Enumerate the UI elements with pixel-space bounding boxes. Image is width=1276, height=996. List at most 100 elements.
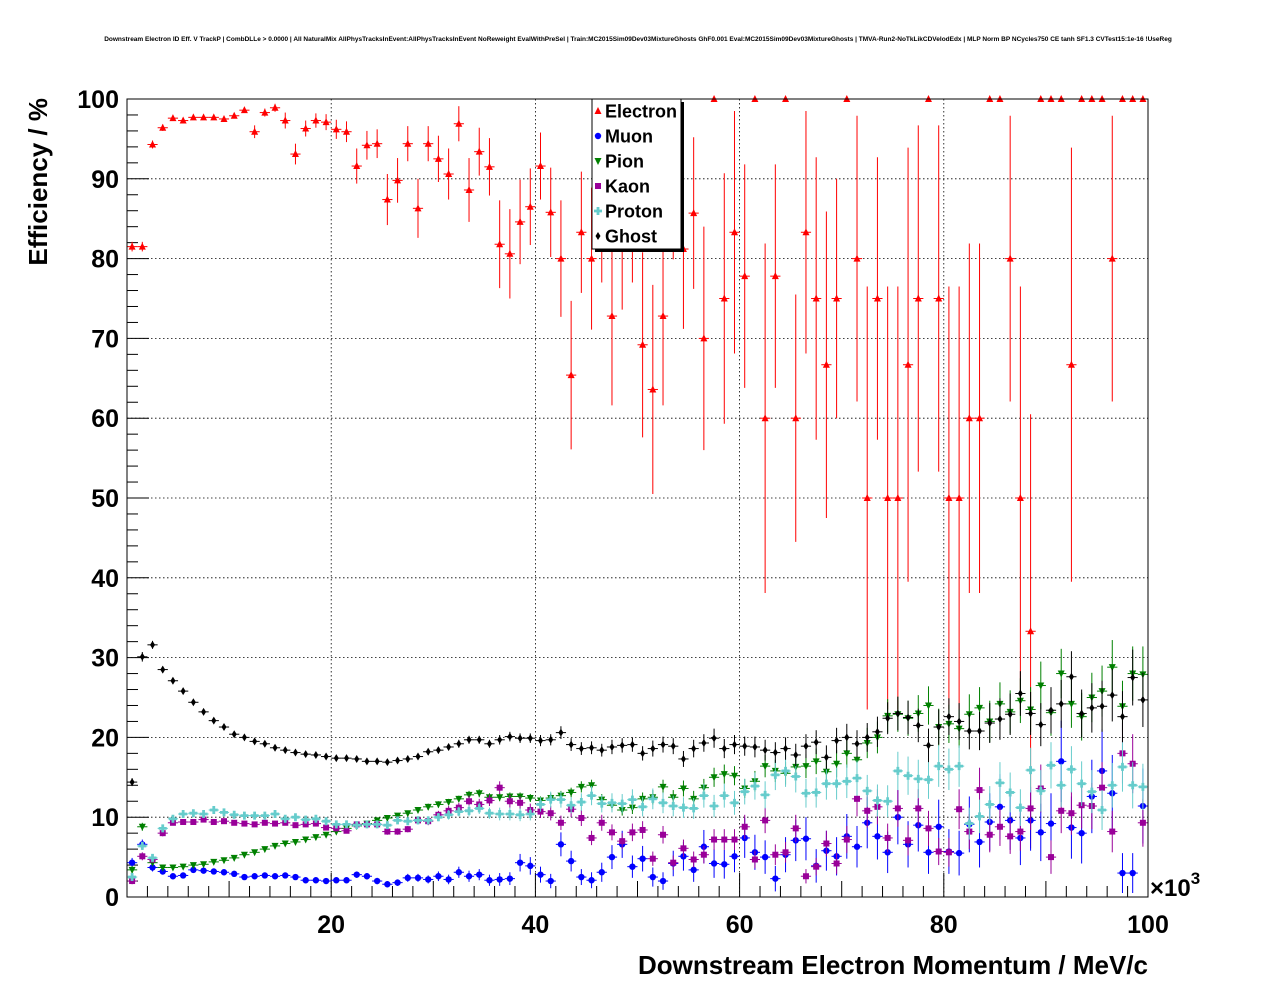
square-marker (1058, 807, 1065, 814)
cross-marker (853, 774, 862, 783)
circle-marker (547, 877, 554, 885)
cross-marker (179, 810, 188, 819)
cross-marker (516, 810, 525, 819)
square-marker (578, 814, 585, 821)
square-marker (595, 183, 601, 189)
diamond-marker (936, 723, 942, 732)
square-marker (711, 836, 718, 843)
circle-marker (231, 870, 238, 878)
triangle-down-marker (434, 801, 442, 809)
triangle-down-marker (169, 864, 177, 872)
cross-marker (1006, 788, 1015, 797)
triangle-up-marker (220, 114, 228, 122)
diamond-marker (925, 741, 931, 750)
square-marker (700, 851, 707, 858)
triangle-up-marker (445, 170, 453, 178)
diamond-marker (670, 742, 676, 751)
diamond-marker (1109, 691, 1115, 700)
square-marker (925, 825, 932, 832)
diamond-marker (190, 698, 196, 707)
triangle-up-marker (343, 127, 351, 135)
x-axis-label: Downstream Electron Momentum / MeV/c (638, 950, 1148, 980)
circle-marker (598, 869, 605, 876)
diamond-marker (1028, 709, 1034, 718)
square-marker (159, 830, 166, 837)
x-tick-label: 100 (1127, 911, 1169, 939)
diamond-marker (752, 742, 758, 751)
triangle-up-marker (935, 294, 943, 302)
triangle-up-marker (547, 208, 555, 216)
square-marker (241, 820, 248, 827)
diamond-marker (497, 735, 503, 744)
triangle-up-marker (537, 162, 545, 170)
legend: Electron Muon Pion Kaon Proton Ghost (591, 98, 684, 252)
triangle-down-marker (394, 812, 402, 820)
cross-marker (301, 815, 310, 824)
diamond-marker (150, 640, 156, 649)
triangle-up-marker (149, 140, 157, 148)
diamond-marker (180, 687, 186, 696)
diamond-marker (395, 756, 401, 765)
cross-marker (250, 811, 259, 820)
circle-marker (710, 860, 718, 867)
triangle-up-marker (1108, 254, 1116, 262)
triangle-up-marker (271, 103, 279, 111)
square-marker (1027, 805, 1034, 812)
triangle-up-marker (965, 414, 973, 422)
triangle-up-marker (853, 254, 861, 262)
data-series (127, 95, 1148, 894)
triangle-up-marker (404, 139, 412, 147)
circle-marker (333, 877, 340, 884)
circle-marker (731, 853, 738, 860)
triangle-up-marker (771, 272, 779, 280)
circle-marker (302, 877, 309, 884)
cross-marker (995, 778, 1004, 787)
legend-label: Proton (605, 202, 663, 222)
y-tick-label: 10 (91, 804, 119, 832)
triangle-up-marker (873, 294, 881, 302)
cross-marker (985, 800, 994, 809)
triangle-down-marker (924, 702, 932, 710)
triangle-up-marker (281, 116, 289, 124)
triangle-down-marker (261, 846, 269, 854)
square-marker (1007, 833, 1014, 840)
circle-marker (608, 853, 616, 861)
triangle-up-marker (1016, 494, 1024, 501)
diamond-marker (129, 778, 135, 787)
diamond-marker (864, 733, 870, 742)
legend-entry-proton: Proton (594, 202, 663, 222)
legend-label: Pion (605, 152, 644, 172)
diamond-marker (915, 721, 921, 730)
triangle-up-marker (138, 242, 146, 250)
circle-marker (1129, 869, 1136, 877)
diamond-marker (1048, 706, 1054, 715)
triangle-down-marker (424, 803, 432, 811)
cross-marker (822, 779, 831, 788)
triangle-up-marker (792, 414, 800, 422)
circle-marker (322, 877, 330, 885)
triangle-up-marker (894, 494, 902, 501)
diamond-marker (558, 728, 564, 737)
legend-label: Muon (605, 127, 653, 147)
circle-marker (506, 875, 514, 882)
triangle-up-marker (291, 150, 299, 158)
triangle-up-marker (373, 139, 381, 147)
circle-marker (527, 862, 534, 870)
circle-marker (486, 877, 493, 884)
cross-marker (495, 810, 504, 819)
triangle-down-marker (567, 789, 575, 797)
square-marker (792, 825, 799, 832)
circle-marker (1047, 820, 1055, 827)
circle-marker (445, 876, 452, 883)
square-marker (496, 784, 503, 791)
cross-marker (1077, 779, 1086, 788)
diamond-marker (660, 740, 666, 749)
square-marker (823, 840, 830, 847)
cross-marker (219, 808, 228, 817)
legend-entry-electron: Electron (594, 102, 677, 122)
circle-marker (853, 843, 861, 850)
triangle-up-marker (312, 116, 320, 124)
triangle-up-marker (506, 249, 514, 257)
y-tick-label: 30 (91, 645, 119, 673)
x-tick-label: 40 (521, 911, 549, 939)
